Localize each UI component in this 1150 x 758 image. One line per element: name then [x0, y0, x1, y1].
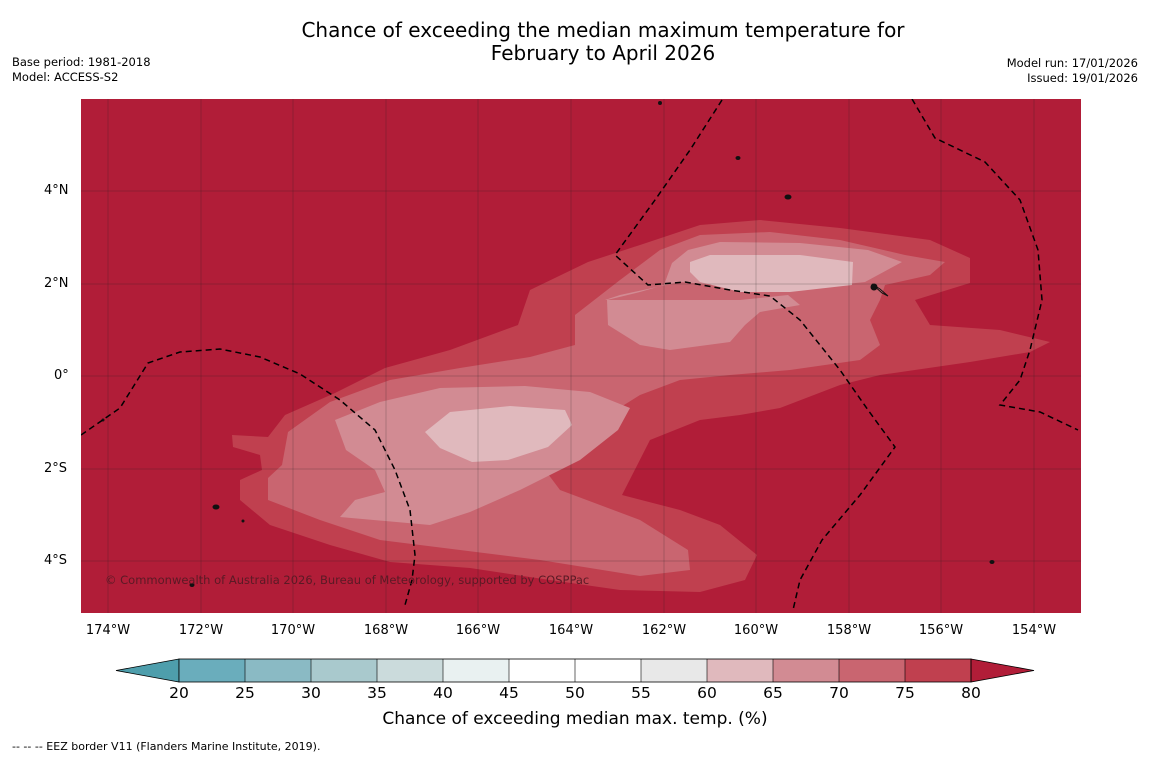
lon-label-174w: 174°W: [85, 623, 131, 638]
lon-label-154w: 154°W: [1011, 623, 1057, 638]
colorbar-tick-50: 50: [565, 684, 585, 702]
colorbar-segment-65-70: [773, 659, 839, 682]
colorbar-segment-60-65: [707, 659, 773, 682]
title-line-1: Chance of exceeding the median maximum t…: [301, 18, 905, 42]
lon-label-168w: 168°W: [363, 623, 409, 638]
colorbar-segment-75-80: [905, 659, 971, 682]
lat-label-4n: 4°N: [44, 183, 69, 198]
lat-label-2n: 2°N: [44, 276, 69, 291]
colorbar-arrow-high: [970, 658, 1035, 683]
gridlines: [81, 99, 1081, 613]
colorbar-tick-55: 55: [631, 684, 651, 702]
colorbar-label: Chance of exceeding median max. temp. (%…: [382, 709, 768, 729]
colorbar-segment-55-60: [641, 659, 707, 682]
meta-right: Model run: 17/01/2026 Issued: 19/01/2026: [1007, 56, 1138, 86]
colorbar-tick-45: 45: [499, 684, 519, 702]
lon-label-166w: 166°W: [455, 623, 501, 638]
colorbar-segment-25-30: [245, 659, 311, 682]
lon-label-158w: 158°W: [826, 623, 872, 638]
contour-60-65: [425, 255, 853, 462]
lat-label-2s: 2°S: [44, 461, 68, 476]
colorbar-segment-50-55: [575, 659, 641, 682]
lon-label-160w: 160°W: [733, 623, 779, 638]
model-run-text: Model run: 17/01/2026: [1006, 56, 1138, 70]
colorbar-tick-35: 35: [367, 684, 387, 702]
colorbar-segment-35-40: [377, 659, 443, 682]
lon-label-156w: 156°W: [918, 623, 964, 638]
colorbar-tick-60: 60: [697, 684, 717, 702]
chart-title: Chance of exceeding the median maximum t…: [0, 19, 1150, 65]
model-text: Model: ACCESS-S2: [12, 70, 119, 84]
issued-text: Issued: 19/01/2026: [1027, 71, 1138, 85]
colorbar-segment-30-35: [311, 659, 377, 682]
lon-label-172w: 172°W: [178, 623, 224, 638]
meta-left: Base period: 1981-2018 Model: ACCESS-S2: [12, 55, 151, 85]
colorbar-tick-75: 75: [895, 684, 915, 702]
lat-label-0: 0°: [54, 368, 69, 383]
colorbar-segment-70-75: [839, 659, 905, 682]
title-line-2: February to April 2026: [490, 41, 716, 65]
map-credit: © Commonwealth of Australia 2026, Bureau…: [105, 573, 590, 587]
colorbar-tick-65: 65: [763, 684, 783, 702]
lat-label-4s: 4°S: [44, 553, 68, 568]
lon-label-162w: 162°W: [641, 623, 687, 638]
lon-label-164w: 164°W: [548, 623, 594, 638]
colorbar-tick-25: 25: [235, 684, 255, 702]
islands: [101, 101, 995, 587]
colorbar-segment-20-25: [179, 659, 245, 682]
colorbar-segment-45-50: [509, 659, 575, 682]
colorbar-tick-20: 20: [169, 684, 189, 702]
colorbar-segment-40-45: [443, 659, 509, 682]
eez-footnote: -- -- -- EEZ border V11 (Flanders Marine…: [12, 740, 321, 753]
colorbar-arrow-low: [115, 658, 180, 683]
colorbar-tick-70: 70: [829, 684, 849, 702]
colorbar-tick-40: 40: [433, 684, 453, 702]
lon-label-170w: 170°W: [270, 623, 316, 638]
eez-borders: [81, 99, 1079, 611]
colorbar-dividers: [244, 659, 906, 682]
base-period-text: Base period: 1981-2018: [12, 55, 151, 69]
colorbar-tick-30: 30: [301, 684, 321, 702]
colorbar-tick-80: 80: [961, 684, 981, 702]
